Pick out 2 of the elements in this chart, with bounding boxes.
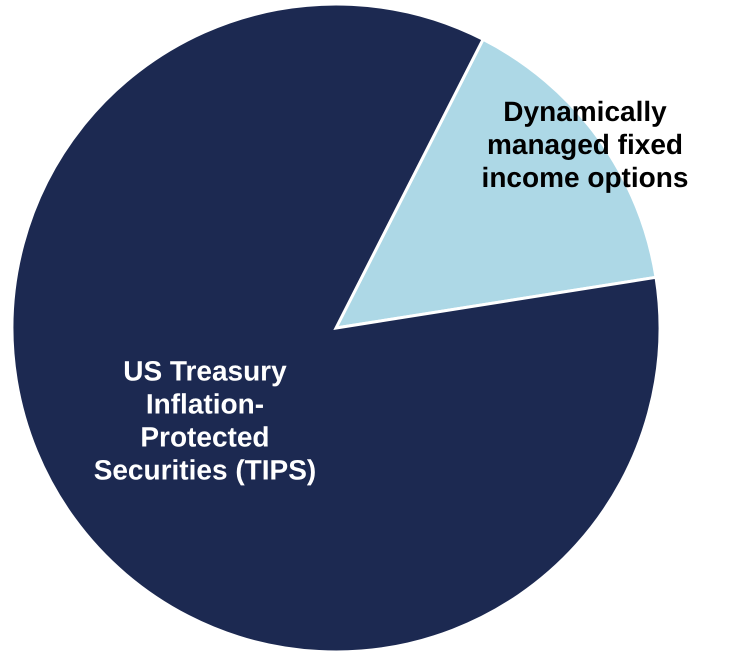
slice-label: US Treasury Inflation-Protected Securities (TIPS) — [94, 356, 316, 486]
slice-label: Dynamically managed fixed income options — [482, 96, 688, 194]
